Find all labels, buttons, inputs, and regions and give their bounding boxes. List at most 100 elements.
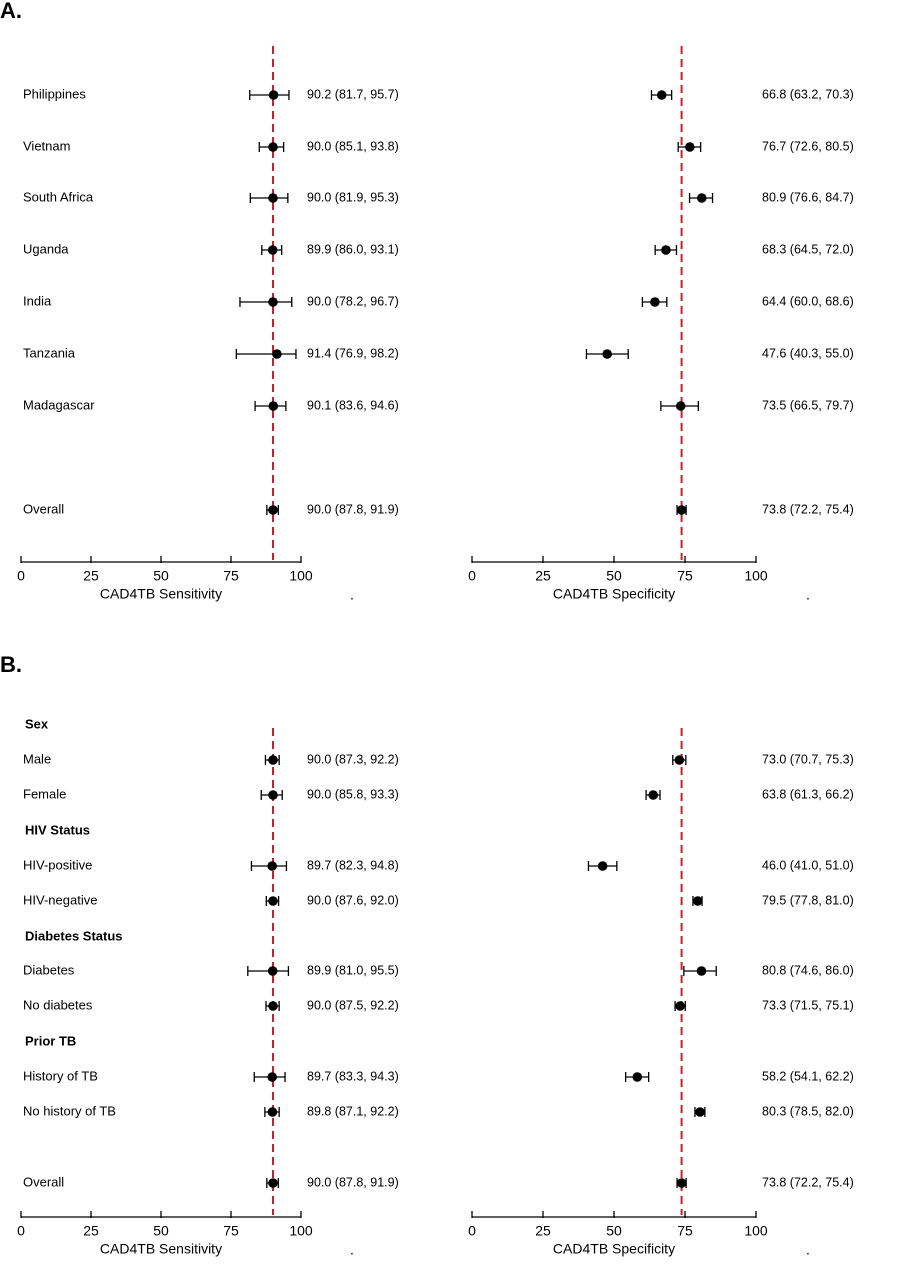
- ci-text: 76.7 (72.6, 80.5): [762, 139, 854, 153]
- row-label: History of TB: [23, 1068, 98, 1083]
- x-tick-label: 100: [744, 1223, 768, 1239]
- ci-text: 66.8 (63.2, 70.3): [762, 87, 854, 101]
- ci-text: 90.0 (87.5, 92.2): [307, 998, 399, 1012]
- point-estimate: [602, 349, 612, 359]
- x-tick-label: 25: [535, 1223, 551, 1239]
- point-estimate: [268, 790, 278, 800]
- ci-text: 90.1 (83.6, 94.6): [307, 398, 399, 412]
- x-tick-label: 0: [17, 1223, 25, 1239]
- x-tick-label: 50: [153, 1223, 169, 1239]
- ci-text: 90.0 (81.9, 95.3): [307, 190, 399, 204]
- row-label: Overall: [23, 1174, 64, 1189]
- panel-label: B.: [0, 652, 22, 677]
- group-header: Prior TB: [25, 1033, 76, 1048]
- point-estimate: [267, 245, 278, 255]
- ci-text: 63.8 (61.3, 66.2): [762, 787, 854, 801]
- row-label: India: [23, 293, 52, 308]
- point-estimate: [676, 1178, 687, 1188]
- ci-text: 89.8 (87.1, 92.2): [307, 1104, 399, 1118]
- ci-text: 90.2 (81.7, 95.7): [307, 87, 399, 101]
- ci-text: 73.3 (71.5, 75.1): [762, 998, 854, 1012]
- axis-trailing-mark: .: [350, 587, 354, 603]
- ci-text: 73.8 (72.2, 75.4): [762, 502, 854, 516]
- row-label: Overall: [23, 501, 64, 516]
- ci-text: 80.8 (74.6, 86.0): [762, 963, 854, 977]
- group-header: HIV Status: [25, 822, 90, 837]
- ci-text: 90.0 (87.3, 92.2): [307, 752, 399, 766]
- row-label: HIV-positive: [23, 857, 92, 872]
- ci-text: 90.0 (85.1, 93.8): [307, 139, 399, 153]
- point-estimate: [268, 193, 278, 203]
- x-tick-label: 25: [535, 568, 551, 584]
- ci-text: 73.0 (70.7, 75.3): [762, 752, 854, 766]
- x-tick-label: 0: [468, 568, 476, 584]
- point-estimate: [648, 790, 658, 800]
- point-estimate: [272, 349, 282, 359]
- ci-text: 90.0 (87.8, 91.9): [307, 1175, 399, 1189]
- point-estimate: [268, 896, 278, 906]
- point-estimate: [268, 755, 278, 765]
- x-tick-label: 50: [606, 1223, 622, 1239]
- point-estimate: [650, 297, 660, 307]
- ci-text: 89.7 (82.3, 94.8): [307, 858, 399, 872]
- group-header: Sex: [25, 716, 49, 731]
- ci-text: 91.4 (76.9, 98.2): [307, 346, 399, 360]
- point-estimate: [661, 245, 671, 255]
- row-label: No history of TB: [23, 1103, 116, 1118]
- row-label: Uganda: [23, 241, 69, 256]
- x-tick-label: 75: [223, 1223, 239, 1239]
- row-label: Tanzania: [23, 345, 76, 360]
- point-estimate: [267, 1107, 278, 1117]
- x-tick-label: 100: [289, 568, 313, 584]
- ci-text: 89.7 (83.3, 94.3): [307, 1069, 399, 1083]
- point-estimate: [676, 505, 687, 515]
- ci-text: 80.3 (78.5, 82.0): [762, 1104, 854, 1118]
- axis-trailing-mark: .: [350, 1242, 354, 1258]
- ci-text: 79.5 (77.8, 81.0): [762, 893, 854, 907]
- axis-trailing-mark: .: [806, 1242, 810, 1258]
- row-label: No diabetes: [23, 997, 93, 1012]
- ci-text: 73.5 (66.5, 79.7): [762, 398, 854, 412]
- x-tick-label: 25: [83, 568, 99, 584]
- point-estimate: [268, 297, 278, 307]
- x-axis-label: CAD4TB Specificity: [553, 586, 675, 602]
- x-tick-label: 25: [83, 1223, 99, 1239]
- group-header: Diabetes Status: [25, 928, 123, 943]
- x-tick-label: 75: [677, 568, 693, 584]
- point-estimate: [268, 401, 279, 411]
- point-estimate: [268, 1178, 278, 1188]
- ci-text: 89.9 (86.0, 93.1): [307, 242, 399, 256]
- x-tick-label: 75: [677, 1223, 693, 1239]
- x-tick-label: 75: [223, 568, 239, 584]
- row-label: Diabetes: [23, 962, 75, 977]
- ci-text: 90.0 (78.2, 96.7): [307, 294, 399, 308]
- ci-text: 68.3 (64.5, 72.0): [762, 242, 854, 256]
- x-axis-label: CAD4TB Sensitivity: [100, 1241, 222, 1257]
- ci-text: 64.4 (60.0, 68.6): [762, 294, 854, 308]
- row-label: Vietnam: [23, 138, 70, 153]
- point-estimate: [692, 896, 703, 906]
- point-estimate: [632, 1072, 643, 1082]
- point-estimate: [267, 861, 277, 871]
- ci-text: 90.0 (87.6, 92.0): [307, 893, 399, 907]
- point-estimate: [675, 401, 686, 411]
- point-estimate: [268, 1001, 278, 1011]
- point-estimate: [696, 193, 707, 203]
- panel-label: A.: [0, 0, 22, 23]
- point-estimate: [695, 1107, 705, 1117]
- row-label: Philippines: [23, 86, 86, 101]
- point-estimate: [597, 861, 608, 871]
- x-tick-label: 50: [606, 568, 622, 584]
- axis-trailing-mark: .: [806, 587, 810, 603]
- x-tick-label: 50: [153, 568, 169, 584]
- ci-text: 58.2 (54.1, 62.2): [762, 1069, 854, 1083]
- row-label: Female: [23, 786, 66, 801]
- x-axis-label: CAD4TB Sensitivity: [100, 586, 222, 602]
- row-label: South Africa: [23, 189, 94, 204]
- row-label: Male: [23, 751, 51, 766]
- ci-text: 80.9 (76.6, 84.7): [762, 190, 854, 204]
- x-tick-label: 100: [744, 568, 768, 584]
- point-estimate: [656, 90, 667, 100]
- ci-text: 90.0 (85.8, 93.3): [307, 787, 399, 801]
